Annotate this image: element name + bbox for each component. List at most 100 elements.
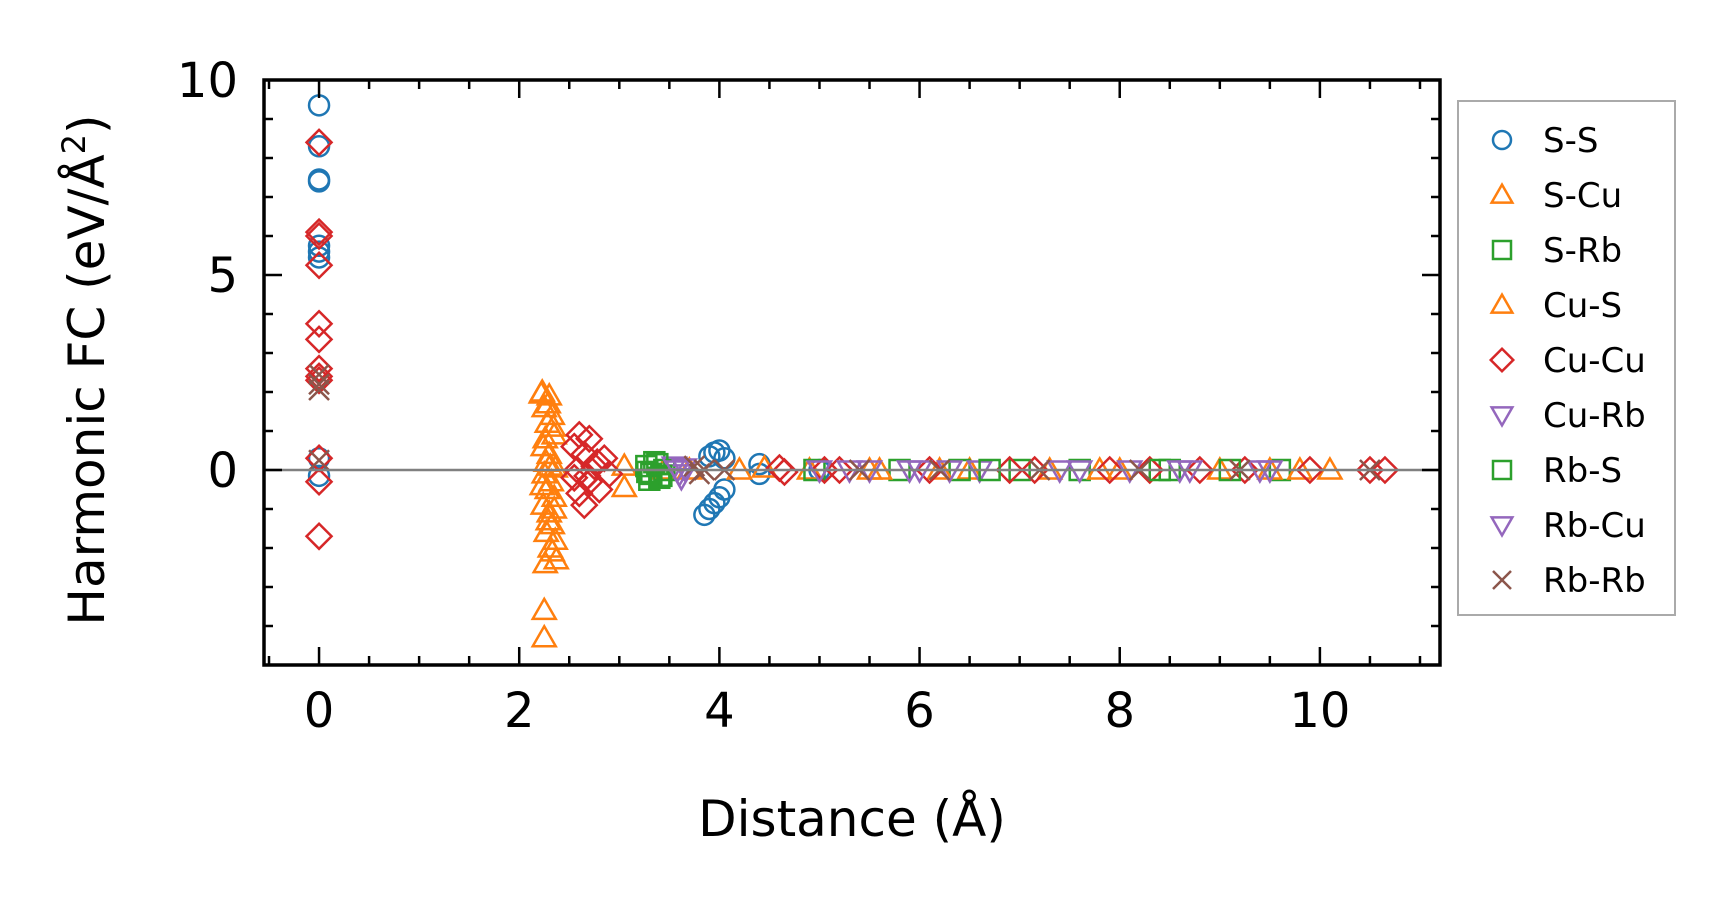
data-point bbox=[1256, 455, 1284, 480]
data-point bbox=[915, 455, 944, 485]
legend-marker-s-s bbox=[1491, 129, 1513, 151]
series-cu-s bbox=[527, 379, 1314, 574]
plot-area bbox=[304, 94, 1400, 648]
axis-ticks bbox=[264, 78, 1440, 667]
data-point bbox=[1295, 455, 1325, 485]
legend-marker-cu-rb bbox=[1489, 406, 1515, 428]
data-point bbox=[304, 250, 334, 280]
data-point bbox=[308, 363, 330, 386]
data-point bbox=[307, 234, 331, 257]
legend-label-s-cu: S-Cu bbox=[1543, 176, 1622, 216]
data-point bbox=[539, 413, 567, 437]
y-axis-label-main: Harmonic FC (eV/Å bbox=[58, 154, 116, 625]
x-tick-label: 4 bbox=[704, 683, 735, 739]
data-point bbox=[307, 94, 331, 117]
data-point bbox=[1086, 455, 1114, 480]
data-point bbox=[304, 325, 334, 354]
data-point bbox=[307, 464, 331, 488]
data-point bbox=[536, 452, 564, 476]
data-point bbox=[583, 447, 612, 477]
legend-marker-rb-rb bbox=[1492, 570, 1512, 590]
data-point bbox=[535, 498, 563, 523]
data-point bbox=[559, 463, 589, 493]
series-cu-cu bbox=[304, 128, 1400, 551]
data-point bbox=[805, 460, 834, 485]
legend-marker-rb-s bbox=[1491, 459, 1513, 481]
data-point bbox=[1286, 455, 1314, 480]
data-point bbox=[535, 440, 563, 465]
data-point bbox=[308, 449, 330, 472]
data-point bbox=[1185, 455, 1215, 485]
legend-items: S-S S-Cu S-Rb Cu-S Cu-Cu Cu-Rb Rb-S Rb-Cu Rb-Rb bbox=[1488, 121, 1646, 601]
axes-frame bbox=[262, 78, 1442, 667]
data-point bbox=[308, 373, 330, 396]
data-point bbox=[538, 537, 566, 562]
series-s-cu bbox=[528, 377, 1344, 648]
legend-label-cu-s: Cu-S bbox=[1543, 286, 1622, 326]
data-point bbox=[534, 389, 562, 414]
y-tick-label: 5 bbox=[207, 248, 238, 304]
legend-marker-s-cu bbox=[1489, 182, 1515, 204]
data-point bbox=[530, 623, 558, 648]
data-point bbox=[925, 455, 954, 480]
data-point bbox=[650, 464, 673, 488]
y-tick-label: 10 bbox=[177, 53, 238, 109]
x-tick-label: 2 bbox=[504, 683, 535, 739]
data-point bbox=[307, 170, 331, 193]
data-point bbox=[304, 128, 334, 157]
data-point bbox=[610, 473, 638, 498]
data-point bbox=[1166, 460, 1194, 485]
data-point bbox=[304, 522, 334, 551]
data-point bbox=[531, 549, 559, 574]
data-point bbox=[1135, 455, 1165, 485]
data-point bbox=[575, 424, 604, 454]
data-point bbox=[1316, 455, 1344, 480]
data-point bbox=[895, 460, 924, 485]
y-axis-label-tail: ) bbox=[58, 114, 116, 134]
data-point bbox=[1066, 460, 1094, 485]
legend-marker-cu-cu bbox=[1488, 346, 1516, 374]
legend-marker-rb-cu bbox=[1489, 516, 1515, 538]
data-point bbox=[1256, 460, 1284, 485]
x-axis-label: Distance (Å) bbox=[698, 790, 1006, 848]
data-point bbox=[528, 471, 556, 496]
data-point bbox=[307, 240, 331, 263]
x-tick-label: 10 bbox=[1289, 683, 1350, 739]
y-axis-label: Harmonic FC (eV/Å2) bbox=[55, 114, 116, 625]
data-point bbox=[725, 455, 754, 480]
legend-label-cu-rb: Cu-Rb bbox=[1543, 396, 1646, 436]
data-point bbox=[304, 309, 334, 339]
x-tick-label: 0 bbox=[304, 683, 335, 739]
legend-label-cu-cu: Cu-Cu bbox=[1543, 341, 1646, 381]
data-point bbox=[865, 455, 894, 480]
data-point bbox=[530, 596, 558, 621]
legend: S-S S-Cu S-Rb Cu-S Cu-Cu Cu-Rb Rb-S Rb-Cu Rb-Rb bbox=[1457, 100, 1676, 616]
legend-label-s-rb: S-Rb bbox=[1543, 231, 1622, 271]
data-point bbox=[304, 467, 334, 496]
legend-marker-cu-s bbox=[1489, 292, 1515, 314]
data-point bbox=[825, 455, 854, 485]
data-point bbox=[995, 455, 1024, 485]
data-point bbox=[304, 217, 334, 247]
legend-label-rb-s: Rb-S bbox=[1543, 451, 1622, 491]
data-point bbox=[540, 483, 568, 508]
data-point bbox=[1095, 455, 1124, 485]
data-point bbox=[770, 457, 799, 487]
data-point bbox=[304, 221, 334, 251]
data-point bbox=[1046, 460, 1074, 485]
data-point bbox=[532, 518, 560, 543]
data-point bbox=[713, 478, 736, 501]
legend-label-rb-rb: Rb-Rb bbox=[1543, 561, 1646, 601]
x-tick-label: 8 bbox=[1104, 683, 1135, 739]
legend-label-s-s: S-S bbox=[1543, 121, 1598, 161]
y-axis-label-superscript: 2 bbox=[55, 134, 93, 154]
data-point bbox=[308, 379, 330, 401]
y-tick-label: 0 bbox=[207, 443, 238, 499]
data-point bbox=[1370, 455, 1400, 485]
x-tick-label: 6 bbox=[904, 683, 935, 739]
data-point bbox=[534, 506, 562, 531]
data-point bbox=[570, 490, 599, 520]
legend-label-rb-cu: Rb-Cu bbox=[1543, 506, 1646, 546]
series-s-s bbox=[307, 94, 831, 527]
